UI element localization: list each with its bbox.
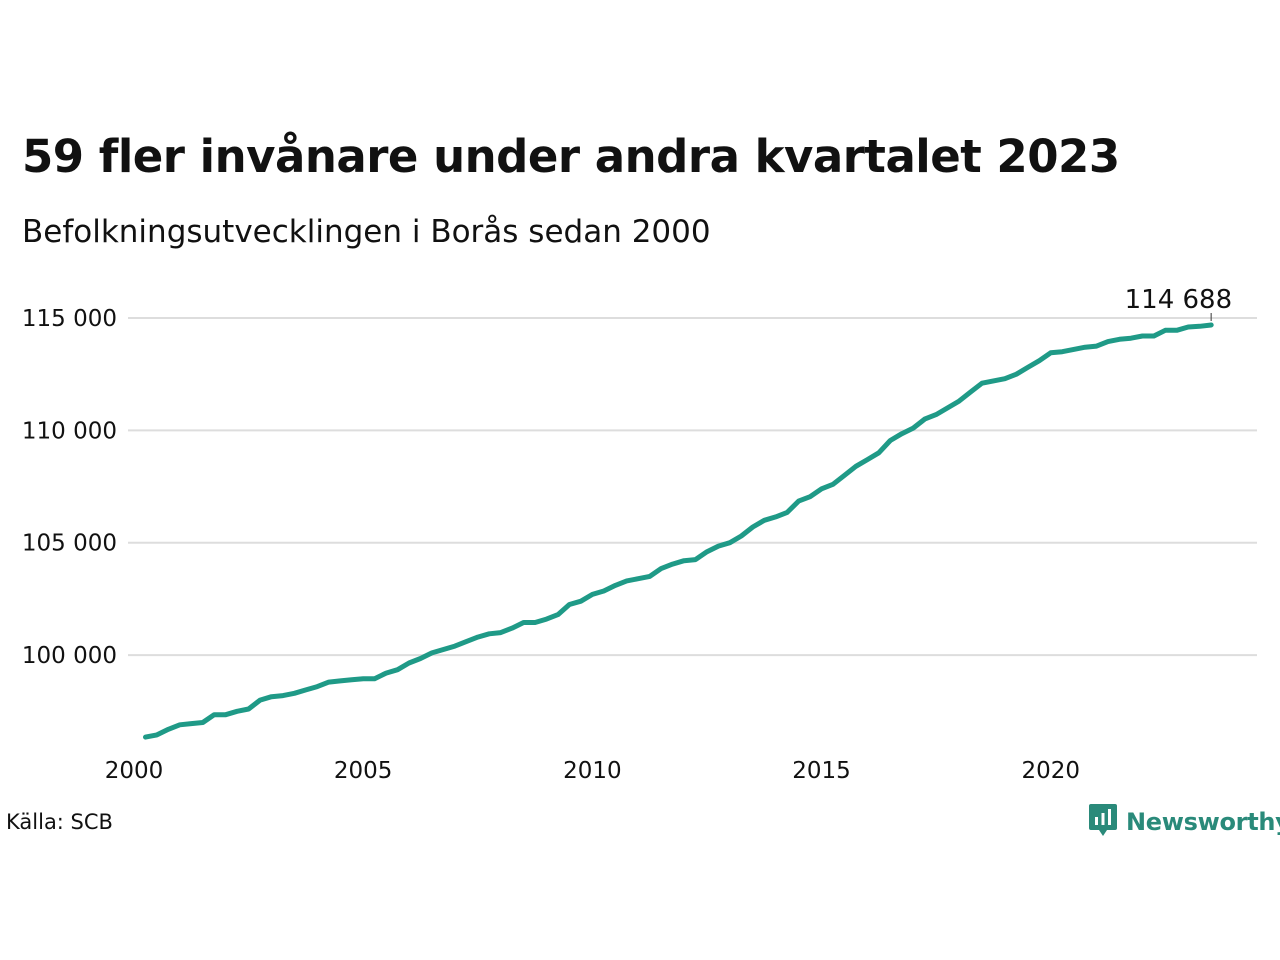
gridlines — [128, 316, 1257, 657]
y-tick-label: 105 000 — [22, 531, 117, 557]
brand-logo: Newsworthy — [1088, 803, 1280, 841]
y-tick-label: 100 000 — [22, 643, 117, 669]
x-tick-label: 2010 — [563, 758, 622, 784]
x-axis-ticks: 2000 2005 2010 2015 2020 — [105, 758, 1080, 784]
population-line — [143, 322, 1214, 740]
y-tick-label: 115 000 — [22, 306, 117, 332]
x-tick-label: 2015 — [792, 758, 851, 784]
chart-subtitle: Befolkningsutvecklingen i Borås sedan 20… — [22, 214, 711, 250]
x-tick-label: 2005 — [334, 758, 393, 784]
x-tick-label: 2020 — [1021, 758, 1080, 784]
newsworthy-logo-icon — [1088, 803, 1118, 841]
chart-title: 59 fler invånare under andra kvartalet 2… — [22, 130, 1120, 183]
y-axis-ticks: 100 000 105 000 110 000 115 000 — [22, 306, 117, 669]
source-label: Källa: SCB — [6, 810, 113, 834]
end-value-label: 114 688 — [1125, 285, 1233, 315]
brand-name: Newsworthy — [1126, 808, 1280, 836]
y-tick-label: 110 000 — [22, 418, 117, 444]
x-tick-label: 2000 — [105, 758, 164, 784]
